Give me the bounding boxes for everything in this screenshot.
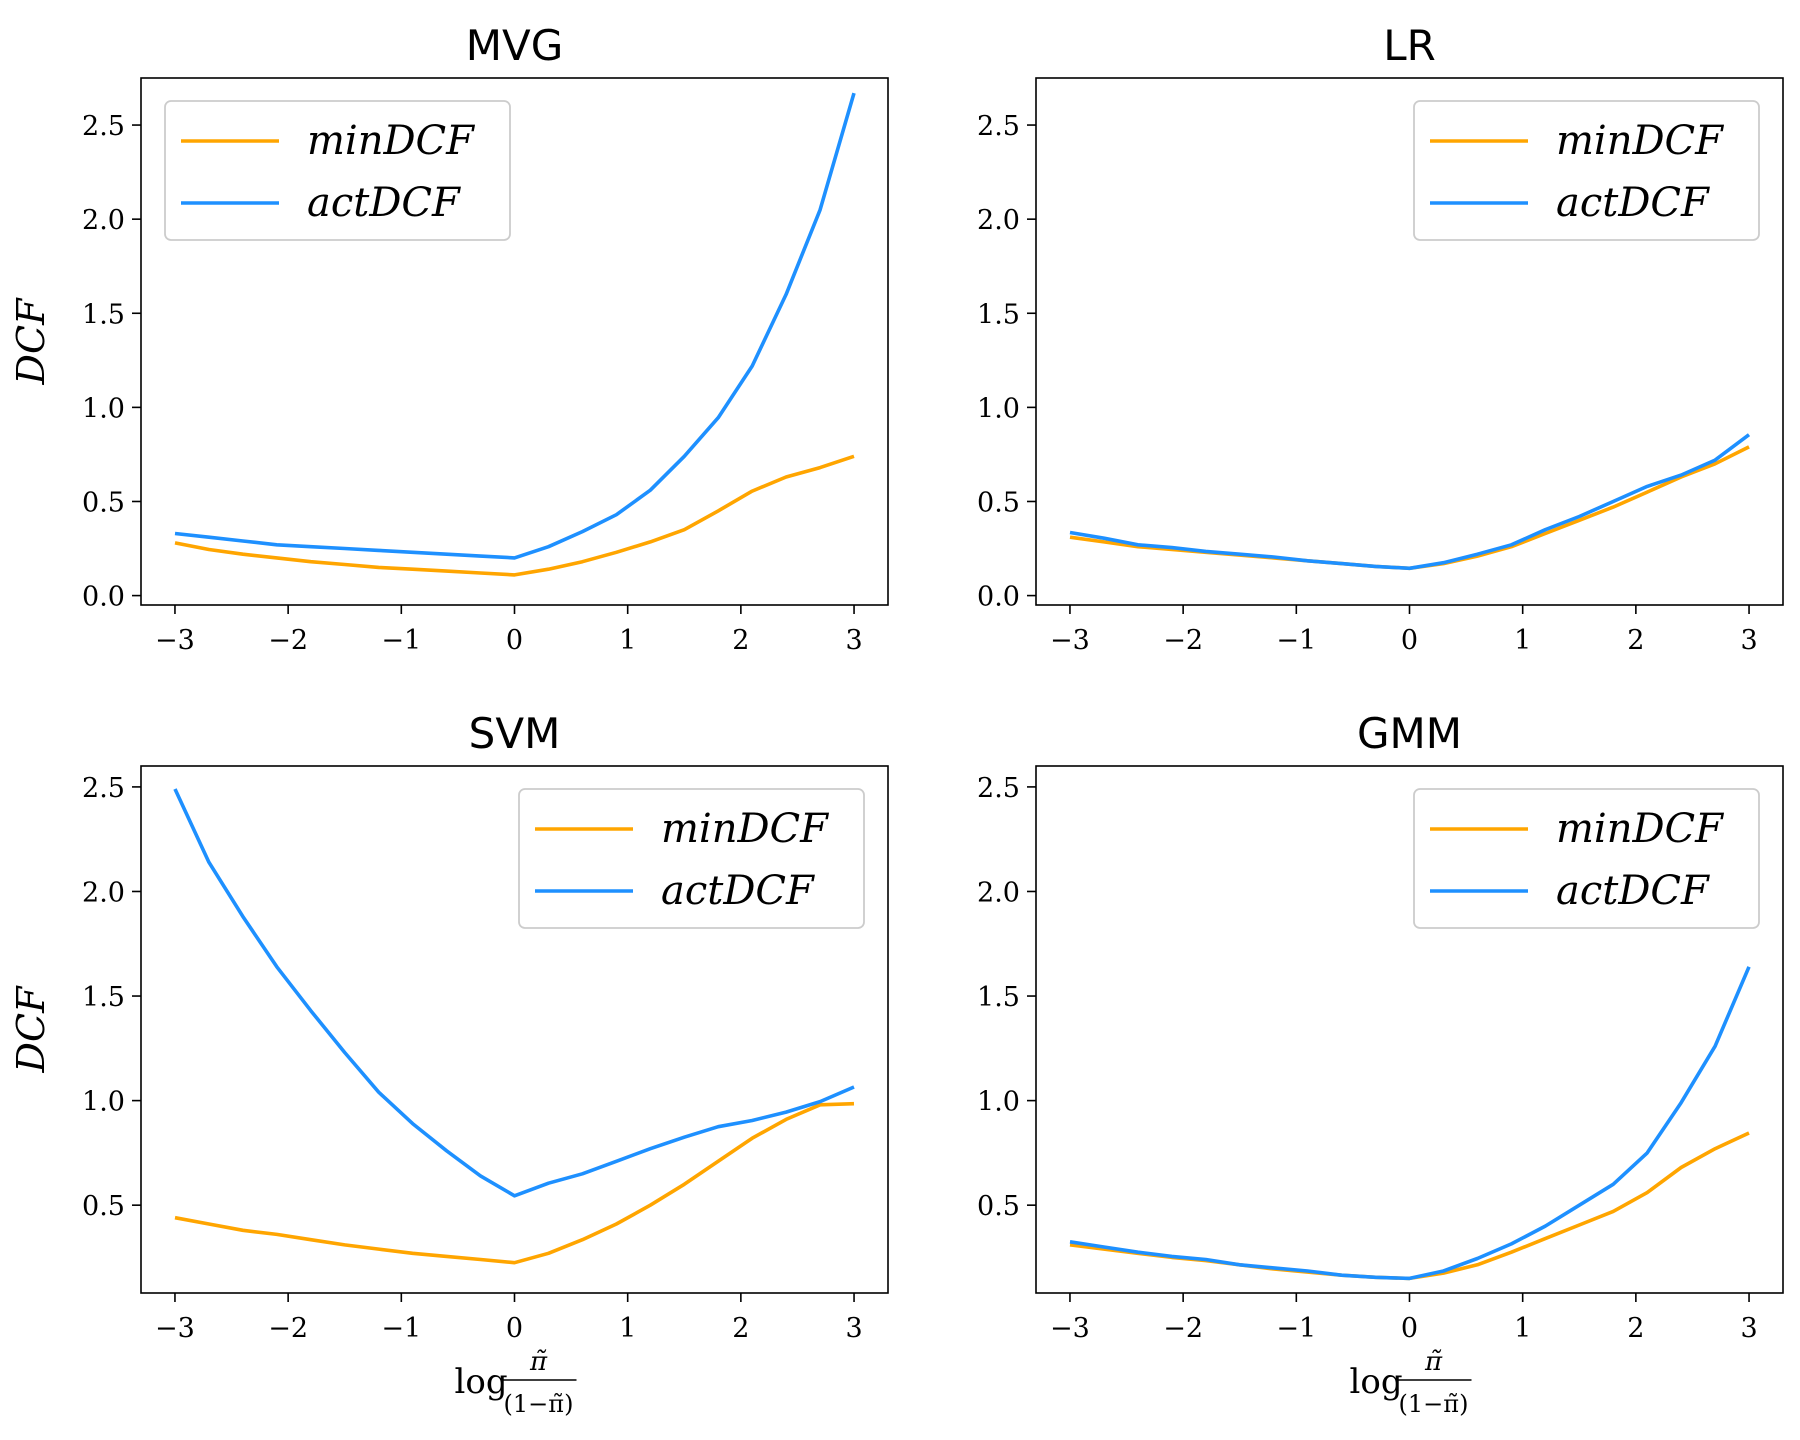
- x-tick-label: 2: [1627, 625, 1644, 656]
- series-line-actdcf: [174, 92, 856, 560]
- x-tick-label: −1: [381, 625, 421, 656]
- series-line-mindcf: [1069, 445, 1750, 571]
- legend-label-actdcf: actDCF: [307, 180, 461, 226]
- chart-title: GMM: [1357, 709, 1462, 758]
- legend-box: [1413, 788, 1760, 929]
- y-tick-label: 0.5: [977, 487, 1020, 518]
- y-axis-label: DCF: [9, 985, 53, 1074]
- x-tick-label: −2: [1163, 625, 1203, 656]
- legend: minDCF actDCF: [518, 788, 865, 929]
- x-tick-label: 0: [506, 1313, 523, 1344]
- x-tick-label: 1: [1514, 1313, 1531, 1344]
- svg-text:log: log: [1350, 1362, 1403, 1402]
- series-line-actdcf: [1069, 433, 1751, 571]
- x-tick-label: −1: [381, 1313, 421, 1344]
- x-axis-label: log π̃ (1−π̃): [1350, 1347, 1472, 1418]
- x-tick-label: 0: [1401, 625, 1418, 656]
- series-line-mindcf: [174, 454, 855, 577]
- x-tick-label: 2: [732, 1313, 749, 1344]
- chart-panel-lr: LR −3 −2 −1 0 1 2 3 0.0 0.5 1.0 1.5 2.0 2.5 minDCF actD…: [977, 21, 1784, 656]
- x-tick-label: 1: [619, 1313, 636, 1344]
- y-tick-label: 0.5: [82, 487, 125, 518]
- legend-box: [1413, 100, 1760, 241]
- x-tick-label: 1: [619, 625, 636, 656]
- y-tick-label: 1.5: [977, 299, 1020, 330]
- y-axis-label: DCF: [9, 297, 53, 386]
- chart-title: SVM: [469, 709, 561, 758]
- chart-title: MVG: [466, 21, 564, 70]
- legend-label-mindcf: minDCF: [1556, 118, 1724, 164]
- y-tick-label: 2.0: [82, 205, 125, 236]
- svg-text:π̃: π̃: [529, 1347, 548, 1377]
- x-tick-label: 0: [1401, 1313, 1418, 1344]
- y-tick-label: 1.5: [977, 982, 1020, 1013]
- legend: minDCF actDCF: [1413, 100, 1760, 241]
- x-tick-label: 1: [1514, 625, 1531, 656]
- y-tick-label: 2.0: [977, 877, 1020, 908]
- x-tick-label: −3: [1050, 1313, 1090, 1344]
- legend: minDCF actDCF: [164, 100, 511, 241]
- x-tick-label: 2: [732, 625, 749, 656]
- legend-label-actdcf: actDCF: [1556, 180, 1710, 226]
- x-tick-label: 3: [845, 625, 862, 656]
- y-tick-label: 2.0: [82, 877, 125, 908]
- legend-label-actdcf: actDCF: [661, 868, 815, 914]
- legend-label-actdcf: actDCF: [1556, 868, 1710, 914]
- x-tick-label: −2: [268, 625, 308, 656]
- y-tick-label: 1.0: [977, 393, 1020, 424]
- legend: minDCF actDCF: [1413, 788, 1760, 929]
- x-tick-label: −3: [155, 625, 195, 656]
- y-tick-label: 1.0: [82, 393, 125, 424]
- svg-text:(1−π̃): (1−π̃): [504, 1390, 574, 1418]
- legend-box: [518, 788, 865, 929]
- x-tick-label: 2: [1627, 1313, 1644, 1344]
- x-tick-label: −2: [1163, 1313, 1203, 1344]
- y-tick-label: 2.5: [82, 111, 125, 142]
- series-line-mindcf: [174, 1101, 855, 1265]
- x-tick-label: −2: [268, 1313, 308, 1344]
- svg-text:log: log: [455, 1362, 508, 1402]
- chart-panel-mvg: MVG −3 −2 −1 0 1 2 3 0.0 0.5 1.0 1.5 2.0 2.5 DCF minDCF…: [9, 21, 889, 656]
- y-tick-label: 0.5: [977, 1191, 1020, 1222]
- svg-text:π̃: π̃: [1424, 1347, 1443, 1377]
- series-line-actdcf: [1069, 966, 1751, 1281]
- chart-panel-svm: SVM −3 −2 −1 0 1 2 3 0.5 1.0 1.5 2.0 2.5 DCF log π̃ (1−π…: [9, 709, 889, 1418]
- y-tick-label: 2.5: [977, 111, 1020, 142]
- y-tick-label: 1.5: [82, 982, 125, 1013]
- y-tick-label: 1.5: [82, 299, 125, 330]
- chart-title: LR: [1383, 21, 1436, 70]
- y-tick-label: 2.5: [82, 773, 125, 804]
- chart-panel-gmm: GMM −3 −2 −1 0 1 2 3 0.5 1.0 1.5 2.0 2.5 log π̃ (1−π̃) m…: [977, 709, 1784, 1418]
- x-axis-label: log π̃ (1−π̃): [455, 1347, 577, 1418]
- svg-text:(1−π̃): (1−π̃): [1399, 1390, 1469, 1418]
- legend-label-mindcf: minDCF: [1556, 806, 1724, 852]
- y-tick-label: 1.0: [977, 1087, 1020, 1118]
- x-tick-label: −3: [155, 1313, 195, 1344]
- y-tick-label: 2.5: [977, 773, 1020, 804]
- y-tick-label: 0.0: [977, 582, 1020, 613]
- x-tick-label: 3: [1740, 625, 1757, 656]
- x-tick-label: 3: [845, 1313, 862, 1344]
- x-tick-label: 0: [506, 625, 523, 656]
- y-tick-label: 1.0: [82, 1087, 125, 1118]
- legend-label-mindcf: minDCF: [307, 118, 475, 164]
- series-line-actdcf: [173, 788, 855, 1198]
- x-tick-label: −1: [1276, 625, 1316, 656]
- y-tick-label: 2.0: [977, 205, 1020, 236]
- legend-box: [164, 100, 511, 241]
- x-tick-label: −1: [1276, 1313, 1316, 1344]
- y-tick-label: 0.0: [82, 582, 125, 613]
- legend-label-mindcf: minDCF: [661, 806, 829, 852]
- x-tick-label: −3: [1050, 625, 1090, 656]
- y-tick-label: 0.5: [82, 1191, 125, 1222]
- x-tick-label: 3: [1740, 1313, 1757, 1344]
